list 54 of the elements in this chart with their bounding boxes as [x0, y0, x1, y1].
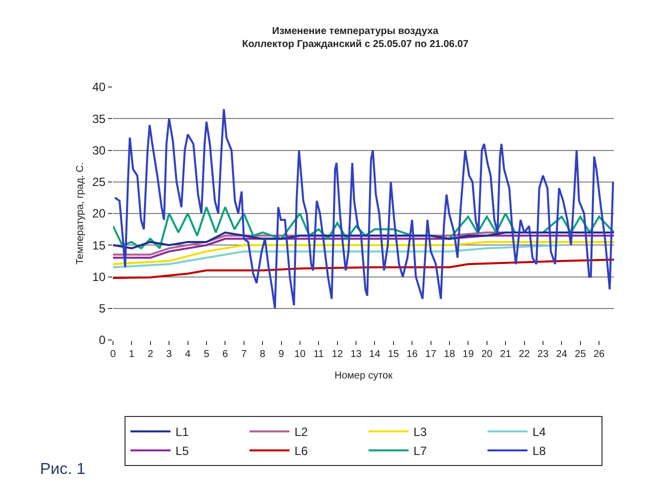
x-tick-label: 10	[294, 349, 306, 360]
x-tick-label: 5	[204, 349, 210, 360]
x-tick-label: 12	[332, 349, 344, 360]
x-tick-label: 24	[556, 349, 568, 360]
line-series	[113, 240, 614, 266]
legend-label: L2	[294, 425, 308, 440]
x-tick-label: 15	[388, 349, 400, 360]
legend-label: L4	[532, 425, 546, 440]
legend-label: L8	[532, 444, 546, 458]
x-tick-label: 18	[444, 349, 456, 360]
x-tick-label: 8	[260, 349, 266, 360]
y-axis-title: Температура, град. С.	[75, 162, 86, 265]
x-tick-label: 23	[537, 349, 549, 360]
x-tick-label: 25	[574, 349, 586, 360]
x-tick-label: 17	[425, 349, 437, 360]
y-tick-label: 25	[92, 175, 106, 190]
line-series	[113, 258, 614, 280]
x-tick-label: 2	[148, 349, 154, 360]
x-tick-label: 0	[110, 349, 116, 360]
y-tick-label: 10	[92, 270, 106, 284]
x-tick-label: 4	[185, 349, 191, 360]
y-tick-label: 40	[92, 80, 106, 94]
x-tick-label: 11	[313, 349, 324, 360]
legend-label: L3	[414, 425, 428, 440]
x-tick-label: 6	[222, 349, 228, 360]
line-series	[114, 108, 614, 310]
chart-title: Изменение температуры воздуха Коллектор Гражданский с 25.05.07 по 21.06.07	[242, 26, 469, 50]
x-tick-label: 16	[406, 349, 418, 360]
legend-label: L5	[176, 444, 190, 458]
x-tick-label: 7	[241, 349, 248, 360]
y-tick-label: 35	[92, 112, 106, 126]
line-series	[113, 206, 614, 250]
legend-label: L7	[414, 444, 428, 458]
legend-label: L6	[294, 444, 308, 458]
x-tick-label: 20	[481, 349, 493, 360]
line-series	[113, 231, 614, 250]
x-tick-label: 26	[593, 349, 606, 360]
y-tick-label: 30	[92, 143, 106, 158]
line-series	[113, 244, 563, 268]
x-tick-label: 22	[518, 349, 530, 360]
x-tick-label: 9	[278, 349, 284, 360]
y-tick-label: 20	[92, 206, 106, 221]
legend-label: L1	[176, 425, 190, 440]
text: Рис. 1	[40, 461, 86, 478]
x-axis-title: Номер суток	[334, 370, 394, 382]
y-tick-label: 0	[98, 333, 106, 348]
x-tick-label: 19	[462, 349, 474, 360]
y-tick-label: 5	[98, 302, 106, 316]
x-tick-label: 14	[369, 349, 381, 360]
x-tick-label: 21	[500, 349, 512, 360]
y-tick-label: 15	[92, 238, 106, 252]
x-tick-label: 1	[128, 349, 135, 360]
x-tick-label: 3	[166, 349, 172, 360]
x-tick-label: 13	[350, 349, 362, 360]
